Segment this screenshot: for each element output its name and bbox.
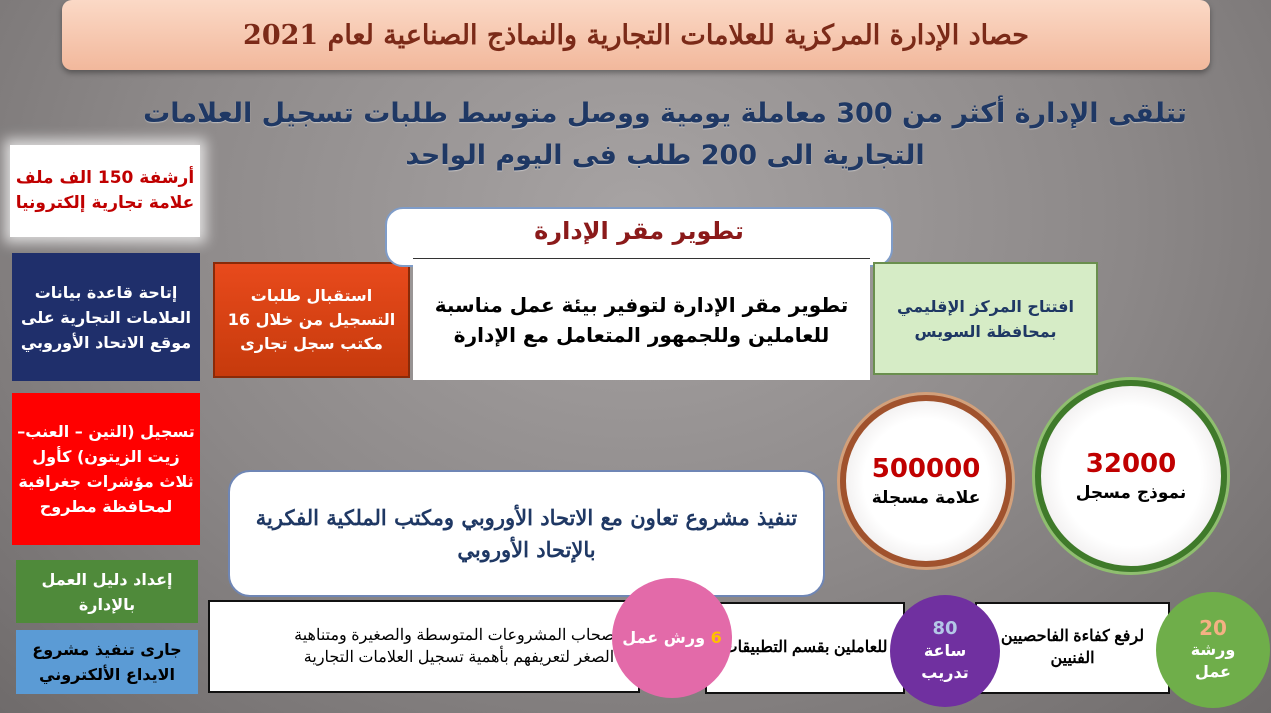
subtitle-line-1: تتلقى الإدارة أكثر من 300 معاملة يومية و… xyxy=(143,98,1187,129)
training-sme: لاصحاب المشروعات المتوسطة والصغيرة ومتنا… xyxy=(208,600,640,693)
page-title: حصاد الإدارة المركزية للعلامات التجارية … xyxy=(62,0,1210,70)
stat-label: علامة مسجلة xyxy=(871,488,981,508)
eu-project-box: تنفيذ مشروع تعاون مع الاتحاد الأوروبي وم… xyxy=(228,470,825,597)
subtitle-line-2: التجارية الى 200 طلب فى اليوم الواحد xyxy=(405,140,925,171)
badge-label: ورش عمل xyxy=(622,628,706,647)
badge-number: 20 xyxy=(1199,616,1227,640)
stat-registered-marks: 500000 علامة مسجلة xyxy=(840,395,1012,567)
stat-value: 32000 xyxy=(1085,449,1177,479)
badge-label: ورشة عمل xyxy=(1190,640,1236,681)
registration-offices-box: استقبال طلبات التسجيل من خلال 16 مكتب سج… xyxy=(213,262,410,378)
badge-label: ساعة تدريب xyxy=(921,641,969,682)
stat-registered-models: 32000 نموذج مسجل xyxy=(1035,380,1227,572)
training-hours-badge: 80 ساعة تدريب xyxy=(890,595,1000,707)
stat-label: نموذج مسجل xyxy=(1075,483,1187,503)
training-applications: للعاملين بقسم التطبيقات xyxy=(705,602,905,694)
workshops-badge: 6 ورش عمل xyxy=(612,578,732,698)
badge-number: 6 xyxy=(710,628,722,647)
work-guide-box: إعداد دليل العمل بالإدارة xyxy=(16,560,198,623)
training-examiners: لرفع كفاءة الفاحصيين الفنيين xyxy=(975,602,1170,694)
eu-database-box: إتاحة قاعدة بيانات العلامات التجارية على… xyxy=(12,253,200,381)
geographic-indications-box: تسجيل (التين – العنب–زيت الزيتون) كأول ث… xyxy=(12,393,200,545)
development-heading: تطوير مقر الإدارة xyxy=(385,207,893,267)
subtitle: تتلقى الإدارة أكثر من 300 معاملة يومية و… xyxy=(90,90,1240,180)
archive-box: أرشفة 150 الف ملف علامة تجارية إلكترونيا xyxy=(10,145,200,237)
e-filing-box: جارى تنفيذ مشروع الايداع الألكتروني xyxy=(16,630,198,694)
development-body: تطوير مقر الإدارة لتوفير بيئة عمل مناسبة… xyxy=(413,258,870,380)
badge-number: 80 xyxy=(932,618,958,639)
examiner-workshops-badge: 20 ورشة عمل xyxy=(1156,592,1270,708)
regional-center-box: افتتاح المركز الإقليمي بمحافظة السويس xyxy=(873,262,1098,375)
stat-value: 500000 xyxy=(871,454,981,484)
